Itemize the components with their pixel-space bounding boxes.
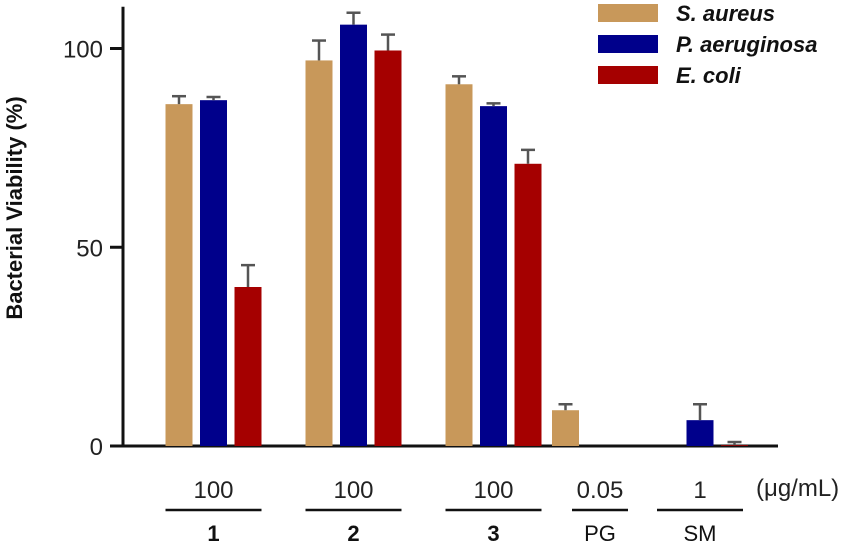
x-categories: 100 1 100 2 100 3 0.05 PG 1 SM (165, 477, 743, 546)
bar (686, 420, 714, 446)
bar (200, 100, 227, 447)
bar (234, 287, 262, 446)
bar (340, 24, 367, 447)
y-tick-label: 50 (76, 235, 103, 262)
bar (721, 445, 748, 446)
legend-label: E. coli (676, 63, 742, 88)
legend-swatch (598, 35, 658, 53)
legend-label: P. aeruginosa (676, 32, 817, 57)
bar (165, 104, 193, 447)
concentration-label: 100 (473, 477, 513, 504)
legend-label: S. aureus (676, 1, 775, 26)
bar (552, 410, 579, 446)
bar (305, 60, 333, 447)
group-label: 3 (487, 521, 499, 546)
bar (374, 50, 402, 447)
group-label: 1 (207, 521, 219, 546)
concentration-label: 0.05 (577, 477, 624, 504)
unit-label: (μg/mL) (756, 475, 839, 502)
concentration-label: 1 (693, 477, 706, 504)
y-tick-label: 0 (90, 434, 103, 461)
legend-swatch (598, 4, 658, 22)
y-tick-label: 100 (63, 37, 103, 64)
y-axis-label: Bacterial Viability (%) (2, 96, 27, 319)
legend-swatch (598, 66, 658, 84)
group-label: SM (684, 521, 717, 546)
concentration-label: 100 (333, 477, 373, 504)
axes: 0 50 100 (63, 6, 778, 461)
bar (480, 106, 507, 446)
group-label: PG (584, 521, 616, 546)
bar (445, 84, 473, 447)
legend: S. aureus P. aeruginosa E. coli (598, 1, 817, 88)
bar (514, 163, 542, 446)
group-label: 2 (347, 521, 359, 546)
concentration-label: 100 (193, 477, 233, 504)
bars (165, 11, 748, 447)
